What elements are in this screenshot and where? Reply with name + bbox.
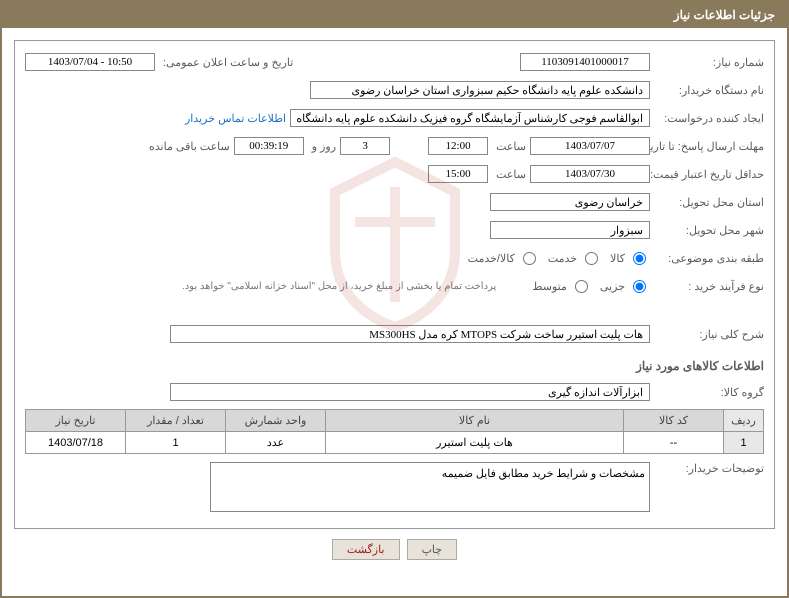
category-label: طبقه بندی موضوعی: xyxy=(654,252,764,265)
th-unit: واحد شمارش xyxy=(226,410,326,432)
time-label-1: ساعت xyxy=(492,140,526,153)
province-input[interactable] xyxy=(490,193,650,211)
goods-group-label: گروه کالا: xyxy=(654,386,764,399)
form-panel: شماره نیاز: تاریخ و ساعت اعلان عمومی: نا… xyxy=(14,40,775,529)
goods-section-title: اطلاعات کالاهای مورد نیاز xyxy=(25,359,764,373)
pt-medium-label: متوسط xyxy=(528,280,567,293)
deadline-date-input[interactable] xyxy=(530,137,650,155)
buyer-notes-textarea[interactable]: مشخصات و شرایط خرید مطابق فایل ضمیمه xyxy=(210,462,650,512)
cell-date: 1403/07/18 xyxy=(26,432,126,454)
deadline-time-input[interactable] xyxy=(428,137,488,155)
buyer-contact-link[interactable]: اطلاعات تماس خریدار xyxy=(185,112,286,125)
buyer-notes-label: توضیحات خریدار: xyxy=(654,462,764,475)
pt-note: پرداخت تمام یا بخشی از مبلغ خرید، از محل… xyxy=(182,281,496,292)
validity-time-input[interactable] xyxy=(428,165,488,183)
city-input[interactable] xyxy=(490,221,650,239)
buyer-org-input[interactable] xyxy=(310,81,650,99)
th-code: کد کالا xyxy=(624,410,724,432)
pt-small-label: جزیی xyxy=(596,280,625,293)
cat-service-label: خدمت xyxy=(544,252,577,265)
cell-idx: 1 xyxy=(724,432,764,454)
cat-both-label: کالا/خدمت xyxy=(464,252,515,265)
th-qty: تعداد / مقدار xyxy=(126,410,226,432)
desc-input[interactable] xyxy=(170,325,650,343)
table-row: 1 -- هات پلیت استیرر عدد 1 1403/07/18 xyxy=(26,432,764,454)
cat-both-radio[interactable] xyxy=(523,252,536,265)
province-label: استان محل تحویل: xyxy=(654,196,764,209)
announce-dt-label: تاریخ و ساعت اعلان عمومی: xyxy=(159,56,293,69)
goods-table: ردیف کد کالا نام کالا واحد شمارش تعداد /… xyxy=(25,409,764,454)
th-idx: ردیف xyxy=(724,410,764,432)
cell-qty: 1 xyxy=(126,432,226,454)
validity-label: حداقل تاریخ اعتبار قیمت: تا تاریخ: xyxy=(654,168,764,181)
need-no-input[interactable] xyxy=(520,53,650,71)
announce-dt-input[interactable] xyxy=(25,53,155,71)
panel-header: جزئیات اطلاعات نیاز xyxy=(2,2,787,28)
back-button[interactable]: بازگشت xyxy=(332,539,400,560)
cat-service-radio[interactable] xyxy=(585,252,598,265)
pt-medium-radio[interactable] xyxy=(575,280,588,293)
requester-input[interactable] xyxy=(290,109,650,127)
purchase-type-label: نوع فرآیند خرید : xyxy=(654,280,764,293)
header-title: جزئیات اطلاعات نیاز xyxy=(674,8,775,22)
time-label-2: ساعت xyxy=(492,168,526,181)
pt-small-radio[interactable] xyxy=(633,280,646,293)
cell-name: هات پلیت استیرر xyxy=(326,432,624,454)
requester-label: ایجاد کننده درخواست: xyxy=(654,112,764,125)
print-button[interactable]: چاپ xyxy=(407,539,458,560)
days-label: روز و xyxy=(308,140,336,153)
cell-unit: عدد xyxy=(226,432,326,454)
cat-goods-radio[interactable] xyxy=(633,252,646,265)
need-no-label: شماره نیاز: xyxy=(654,56,764,69)
goods-group-input[interactable] xyxy=(170,383,650,401)
validity-date-input[interactable] xyxy=(530,165,650,183)
desc-label: شرح کلی نیاز: xyxy=(654,328,764,341)
remain-time-input[interactable] xyxy=(234,137,304,155)
remain-label: ساعت باقی مانده xyxy=(145,140,230,153)
th-name: نام کالا xyxy=(326,410,624,432)
cell-code: -- xyxy=(624,432,724,454)
buyer-org-label: نام دستگاه خریدار: xyxy=(654,84,764,97)
city-label: شهر محل تحویل: xyxy=(654,224,764,237)
remain-days-input[interactable] xyxy=(340,137,390,155)
th-date: تاریخ نیاز xyxy=(26,410,126,432)
cat-goods-label: کالا xyxy=(606,252,625,265)
deadline-label: مهلت ارسال پاسخ: تا تاریخ: xyxy=(654,140,764,153)
